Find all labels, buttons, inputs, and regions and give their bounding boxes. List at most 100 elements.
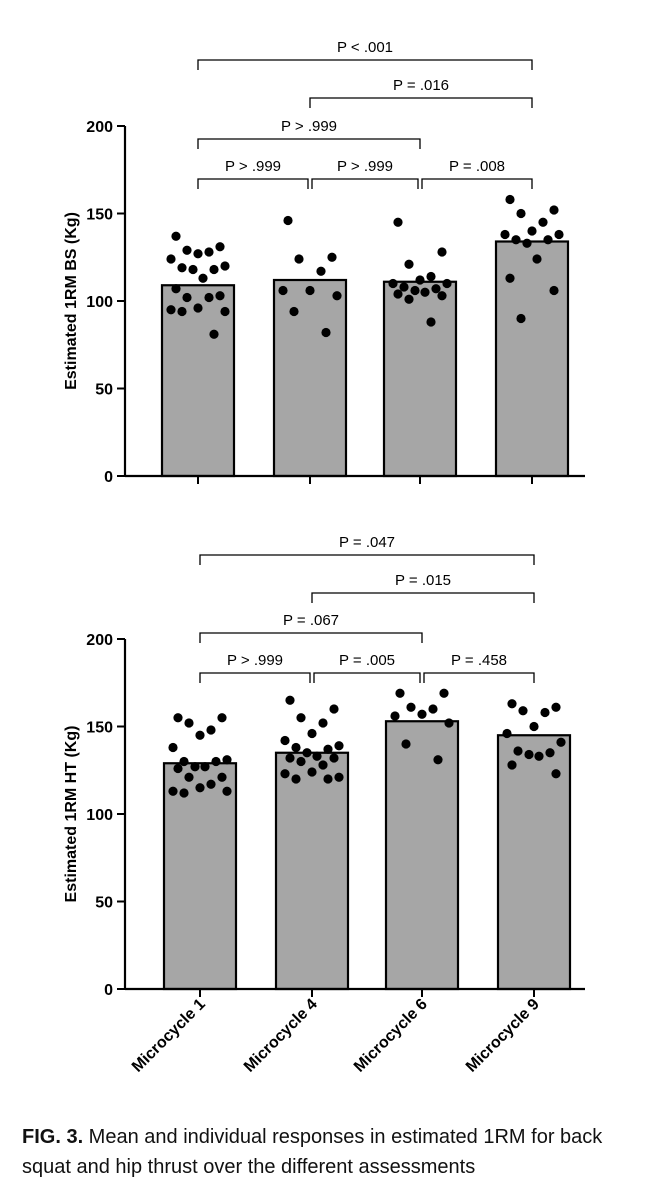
p-value-label: P = .016 [393, 77, 449, 94]
y-tick-label: 50 [95, 382, 113, 399]
y-tick-label: 0 [104, 982, 113, 999]
p-value-label: P = .047 [339, 534, 395, 551]
data-point [173, 763, 183, 774]
data-point [502, 728, 512, 739]
data-point [206, 779, 216, 789]
data-point [556, 737, 566, 747]
data-point [524, 749, 534, 760]
data-point [168, 786, 178, 796]
data-point [305, 285, 315, 296]
chart-panel-2: 0 50 100 150 200 Estimated 1RM HT (Kg) Microcy… [63, 534, 585, 1076]
p-value-label: P > .999 [227, 652, 283, 669]
data-point [171, 284, 181, 294]
data-point [327, 252, 337, 262]
y-tick-label: 150 [86, 207, 113, 224]
data-point [329, 753, 339, 763]
significance-bracket [199, 554, 535, 565]
data-point [323, 774, 333, 784]
data-point [395, 688, 405, 698]
data-point [307, 728, 317, 739]
data-point [222, 755, 232, 765]
data-point [318, 718, 328, 728]
data-point [204, 292, 214, 303]
data-point [543, 235, 553, 245]
data-point [516, 208, 526, 219]
data-point [529, 721, 539, 732]
data-point [540, 707, 550, 718]
x-tick-label: Microcycle 4 [241, 996, 321, 1076]
data-point [417, 709, 427, 719]
data-point [433, 755, 443, 765]
y-axis-label: Estimated 1RM BS (Kg) [63, 212, 80, 390]
data-point [182, 292, 192, 303]
data-point [289, 306, 299, 317]
data-point [532, 254, 542, 264]
data-point [513, 746, 523, 756]
data-point [505, 273, 515, 283]
data-point [209, 264, 219, 275]
data-point [193, 303, 203, 313]
data-point [296, 756, 306, 767]
data-point [507, 699, 517, 709]
y-axis-label: Estimated 1RM HT (Kg) [63, 726, 80, 903]
significance-bracket [423, 672, 535, 683]
data-point [507, 760, 517, 770]
data-point [312, 751, 322, 761]
data-point [283, 215, 293, 226]
data-point [329, 704, 339, 714]
data-point [193, 249, 203, 259]
p-value-label: P < .001 [337, 39, 393, 56]
data-point [388, 278, 398, 289]
figure-charts: 0 50 100 150 200 Estimated 1RM BS (Kg) P < .00… [63, 39, 585, 1076]
data-point [179, 756, 189, 767]
significance-bracket [309, 97, 533, 108]
data-point [285, 753, 295, 763]
x-tick-label: Microcycle 1 [129, 996, 209, 1076]
data-point [316, 266, 326, 276]
significance-bracket [197, 178, 309, 189]
data-point [410, 285, 420, 296]
data-point [401, 739, 411, 749]
data-point [545, 748, 555, 758]
significance-bracket [199, 632, 423, 643]
data-point [195, 730, 205, 740]
data-point [334, 741, 344, 751]
y-tick-label: 200 [86, 632, 113, 649]
p-value-label: P > .999 [337, 158, 393, 175]
significance-bracket [313, 672, 421, 683]
data-point [321, 327, 331, 338]
data-point [285, 695, 295, 705]
data-point [426, 271, 436, 282]
data-point [278, 285, 288, 296]
data-point [404, 294, 414, 304]
data-point [200, 762, 210, 772]
bar-3 [382, 280, 458, 478]
data-point [209, 329, 219, 339]
data-point [177, 263, 187, 273]
x-tick-label: Microcycle 9 [463, 996, 543, 1076]
data-point [554, 229, 564, 240]
y-tick-label: 200 [86, 119, 113, 136]
data-point [551, 769, 561, 779]
data-point [217, 772, 227, 782]
y-tick-label: 150 [86, 720, 113, 737]
caption-text: Mean and individual responses in estimat… [22, 1126, 603, 1178]
chart-panel-1: 0 50 100 150 200 Estimated 1RM BS (Kg) P < .00… [63, 39, 585, 486]
significance-bracket [197, 59, 533, 70]
data-point [431, 284, 441, 294]
p-value-label: P = .008 [449, 158, 505, 175]
data-point [442, 278, 452, 289]
data-point [168, 742, 178, 753]
data-point [220, 261, 230, 271]
data-point [177, 306, 187, 317]
data-point [294, 254, 304, 264]
data-point [171, 231, 181, 241]
bar-2 [274, 751, 350, 991]
data-point [166, 305, 176, 315]
data-point [280, 735, 290, 746]
data-point [215, 242, 225, 252]
data-point [393, 217, 403, 227]
p-value-label: P > .999 [225, 158, 281, 175]
data-point [220, 306, 230, 317]
data-point [182, 245, 192, 255]
